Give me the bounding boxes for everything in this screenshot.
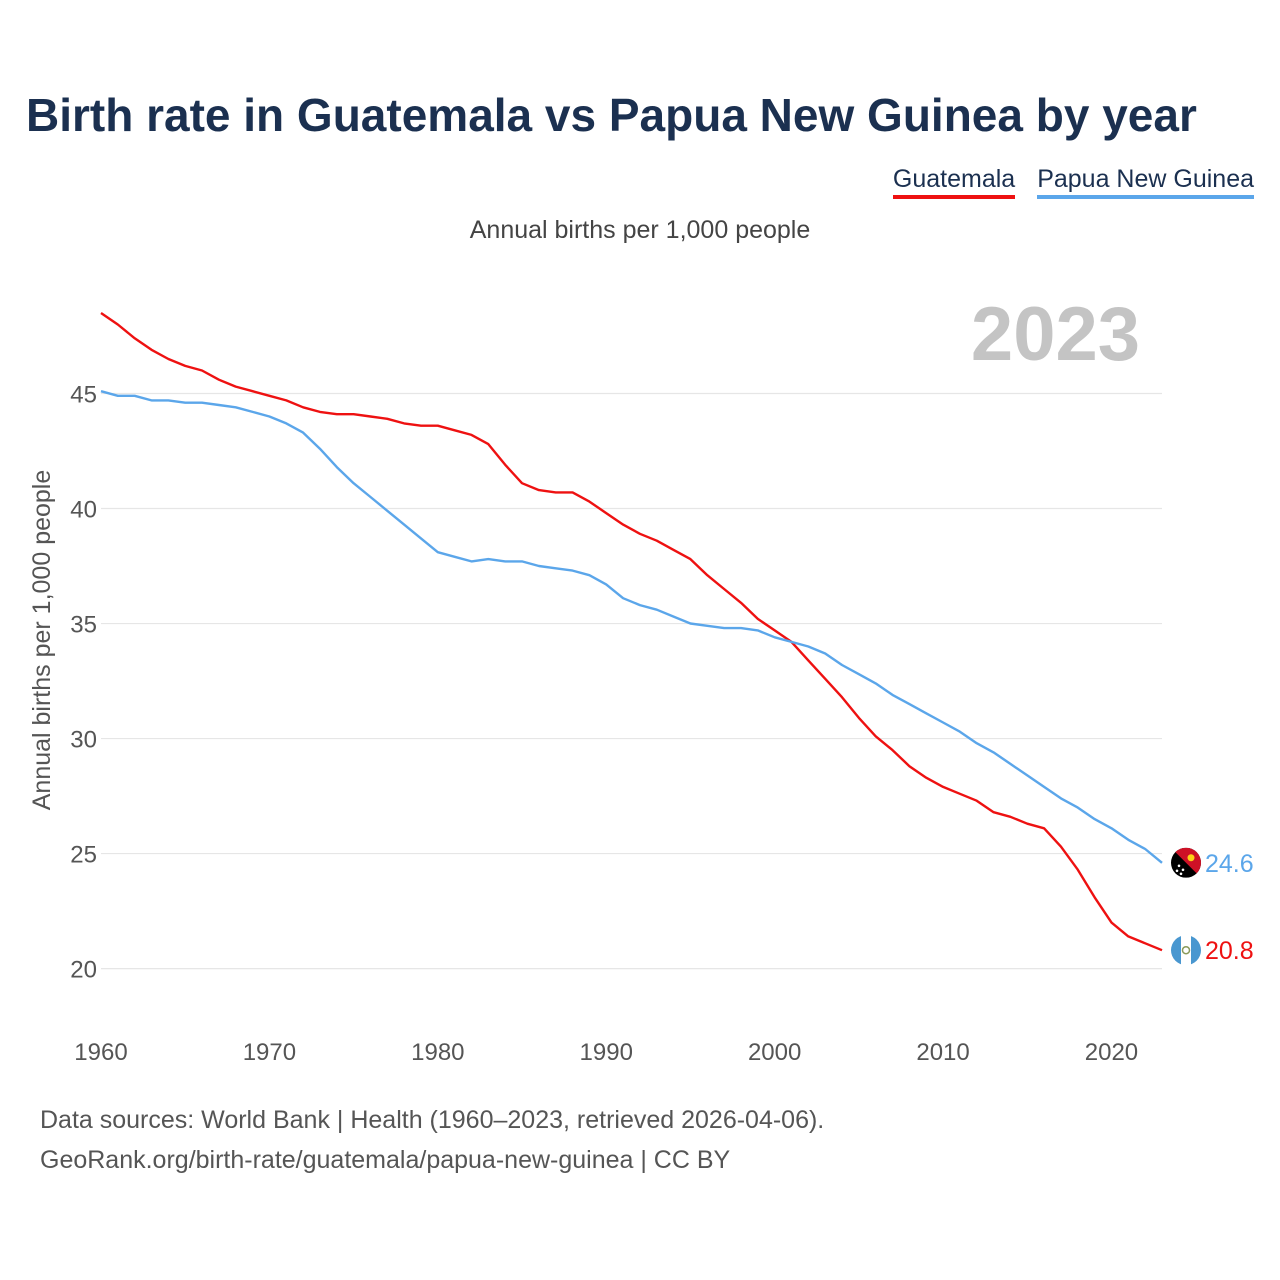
series-line-guatemala	[100, 312, 1163, 952]
y-tick-label: 25	[70, 842, 97, 869]
end-value-label-guatemala: 20.8	[1205, 937, 1254, 965]
source-line-1: Data sources: World Bank | Health (1960–…	[40, 1106, 825, 1134]
legend: Guatemala Papua New Guinea	[892, 165, 1254, 199]
end-value-label-papua-new-guinea: 24.6	[1205, 850, 1254, 878]
x-tick-label: 1960	[74, 1039, 127, 1066]
guatemala-flag-icon	[1171, 935, 1201, 966]
series-line-papua-new-guinea	[100, 390, 1163, 864]
x-tick-label: 2000	[748, 1039, 801, 1066]
y-axis-label: Annual births per 1,000 people	[28, 470, 56, 811]
chart-subtitle: Annual births per 1,000 people	[469, 216, 811, 244]
legend-item-papua-new-guinea[interactable]: Papua New Guinea	[1037, 165, 1254, 199]
source-line-2[interactable]: GeoRank.org/birth-rate/guatemala/papua-n…	[40, 1146, 731, 1174]
papua-new-guinea-flag-icon	[1171, 847, 1201, 878]
year-watermark: 2023	[971, 292, 1140, 377]
x-tick-label: 1990	[580, 1039, 633, 1066]
x-tick-label: 1970	[243, 1039, 296, 1066]
x-tick-label: 2020	[1085, 1039, 1138, 1066]
y-tick-label: 35	[70, 612, 97, 639]
y-tick-label: 30	[70, 727, 97, 754]
chart-title: Birth rate in Guatemala vs Papua New Gui…	[26, 89, 1197, 141]
x-tick-label: 2010	[916, 1039, 969, 1066]
y-tick-label: 20	[70, 957, 97, 984]
y-tick-label: 45	[70, 382, 97, 409]
y-tick-label: 40	[70, 497, 97, 524]
legend-item-guatemala[interactable]: Guatemala	[892, 165, 1016, 199]
x-tick-label: 1980	[411, 1039, 464, 1066]
